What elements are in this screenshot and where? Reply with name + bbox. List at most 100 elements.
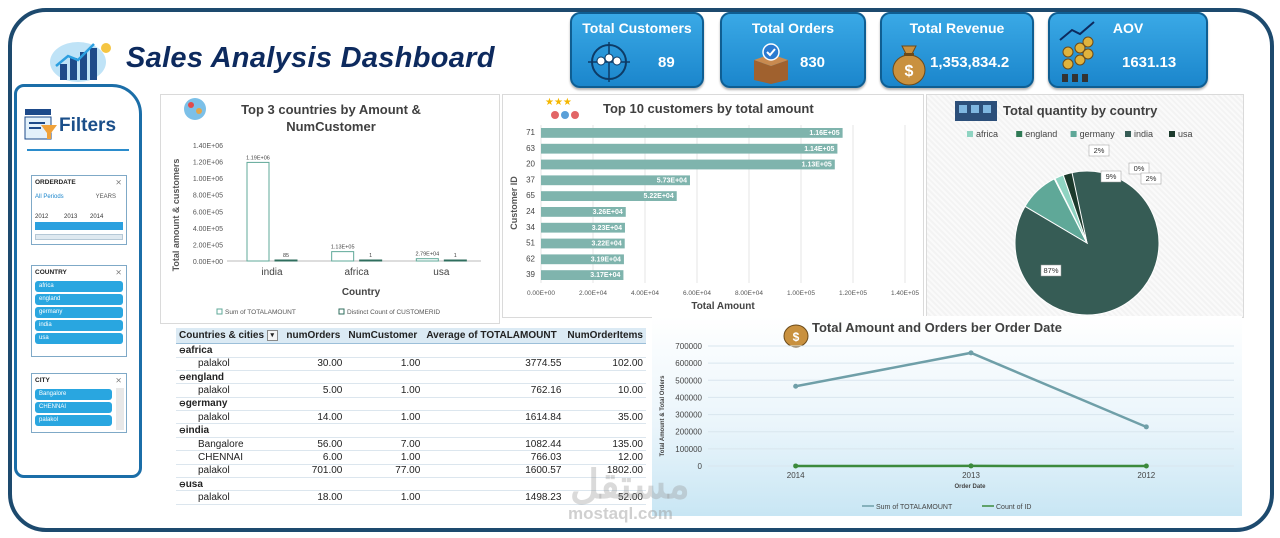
clear-filter-icon[interactable]: ⨯ [115,268,122,277]
bar [541,270,624,280]
data-label: 9% [1106,172,1117,181]
city-slicer[interactable]: CITY ⨯ Bangalore CHENNAI palakol [31,373,127,433]
table-cell: 1.00 [345,357,424,371]
table-cell: 1.00 [345,490,424,505]
watermark-logo: مستقل [570,463,690,507]
table-row[interactable]: palakol 30.00 1.00 3774.55 102.00 [176,357,646,371]
kpi-total-orders[interactable]: Total Orders 830 [720,12,866,88]
bar [541,238,625,249]
table-cell: 1082.44 [423,437,565,452]
column-header[interactable]: numOrders [283,328,346,345]
table-row[interactable]: palakol 5.00 1.00 762.16 10.00 [176,383,646,398]
kpi-aov[interactable]: AOV 1631.13 [1048,12,1208,88]
x-axis-label: Order Date [954,484,986,490]
column-header[interactable]: NumOrderItems [564,328,646,345]
data-label: 3.22E+04 [592,241,622,248]
y-tick-label: 500000 [675,376,702,385]
country-name: usa [185,478,203,490]
legend-swatch [1125,131,1131,137]
group-label[interactable]: ⊖germany [176,397,646,412]
table-row[interactable]: palakol 701.00 77.00 1600.57 1802.00 [176,464,646,479]
collapse-icon[interactable]: ⊖ [179,399,186,409]
table-cell: 10.00 [564,383,646,398]
group-label[interactable]: ⊖england [176,370,646,385]
data-label: 1.14E+05 [804,146,834,153]
collapse-icon[interactable]: ⊖ [179,372,186,382]
collapse-icon[interactable]: ⊖ [179,345,186,355]
kpi-value: 830 [800,54,826,71]
clear-filter-icon[interactable]: ⨯ [115,376,122,385]
svg-text:★★★: ★★★ [545,97,572,108]
country-item[interactable]: england [35,294,123,305]
legend-label: Count of ID [996,504,1031,511]
country-item[interactable]: germany [35,307,123,318]
group-label[interactable]: ⊖africa [176,343,646,358]
table-row[interactable]: palakol 14.00 1.00 1614.84 35.00 [176,410,646,425]
table-group-row[interactable]: ⊖india [176,423,646,438]
y-tick-label: 63 [526,144,535,153]
legend-label: india [1134,129,1153,139]
country-name: india [185,425,210,437]
data-label: 1 [369,253,372,259]
country-slicer[interactable]: COUNTRY ⨯ africa england germany india u… [31,265,127,357]
group-label[interactable]: ⊖india [176,423,646,438]
page-title: Sales Analysis Dashboard [126,42,495,74]
bar [541,222,625,233]
collapse-icon[interactable]: ⊖ [179,479,186,489]
legend-swatch [1016,131,1023,137]
country-item[interactable]: usa [35,333,123,344]
city-item[interactable]: Bangalore [35,389,112,400]
order-box-icon [754,43,788,84]
y-tick-label: 400000 [675,393,702,402]
y-tick-label: 1.00E+06 [193,176,223,183]
table-group-row[interactable]: ⊖africa [176,343,646,358]
country-item[interactable]: india [35,320,123,331]
x-tick-label: 1.40E+05 [891,290,919,297]
orderdate-slicer[interactable]: ORDERDATE ⨯ All Periods YEARS 2012 2013 … [31,175,127,245]
y-tick-label: 2.00E+05 [193,242,223,249]
city-scrollbar[interactable] [116,388,124,430]
table-cell: 135.00 [564,437,646,452]
table-group-row[interactable]: ⊖usa [176,477,646,492]
kpi-total-revenue[interactable]: Total Revenue $ 1,353,834.2 [880,12,1034,88]
svg-text:$: $ [793,330,800,344]
country-name: germany [185,398,228,410]
data-point [793,463,799,469]
data-label: 3.19E+04 [591,256,621,263]
table-row[interactable]: Bangalore 56.00 7.00 1082.44 135.00 [176,437,646,452]
y-tick-label: 39 [526,270,535,279]
table-cell: 1498.23 [423,490,565,505]
column-header[interactable]: NumCustomer [345,328,424,345]
timeline-range-bar[interactable] [35,222,123,230]
column-header[interactable]: Countries & cities ▾ [176,328,284,345]
x-axis-label: Country [342,287,381,298]
city-item[interactable]: CHENNAI [35,402,112,413]
city-item[interactable]: palakol [35,415,112,426]
y-tick-label: 200000 [675,428,702,437]
table-group-row[interactable]: ⊖england [176,370,646,385]
dropdown-arrow-icon[interactable]: ▾ [266,330,278,341]
data-label: 3.17E+04 [590,272,620,279]
clear-filter-icon[interactable]: ⨯ [115,178,122,187]
table-row[interactable]: palakol 18.00 1.00 1498.23 52.00 [176,490,646,505]
kpi-total-customers[interactable]: Total Customers 89 [570,12,704,88]
country-name: africa [185,344,213,356]
country-item[interactable]: africa [35,281,123,292]
filters-divider [27,149,129,151]
chart-title: Total quantity by country [1003,103,1158,118]
period-unit[interactable]: YEARS [95,194,116,200]
table-group-row[interactable]: ⊖germany [176,397,646,412]
bar [541,191,677,201]
table-row[interactable]: CHENNAI 6.00 1.00 766.03 12.00 [176,450,646,465]
legend-swatch [338,308,345,315]
legend-label: germany [1080,129,1116,139]
table-cell: 3774.55 [423,357,565,371]
group-label[interactable]: ⊖usa [176,477,646,492]
watermark-url: mostaql.com [568,504,673,523]
timeline-scrollbar[interactable] [35,234,123,240]
y-tick-label: 1.20E+06 [193,160,223,167]
collapse-icon[interactable]: ⊖ [179,426,186,436]
customers-group-icon [588,42,630,82]
data-label: 85 [283,253,289,259]
column-header[interactable]: Average of TOTALAMOUNT [423,328,565,345]
